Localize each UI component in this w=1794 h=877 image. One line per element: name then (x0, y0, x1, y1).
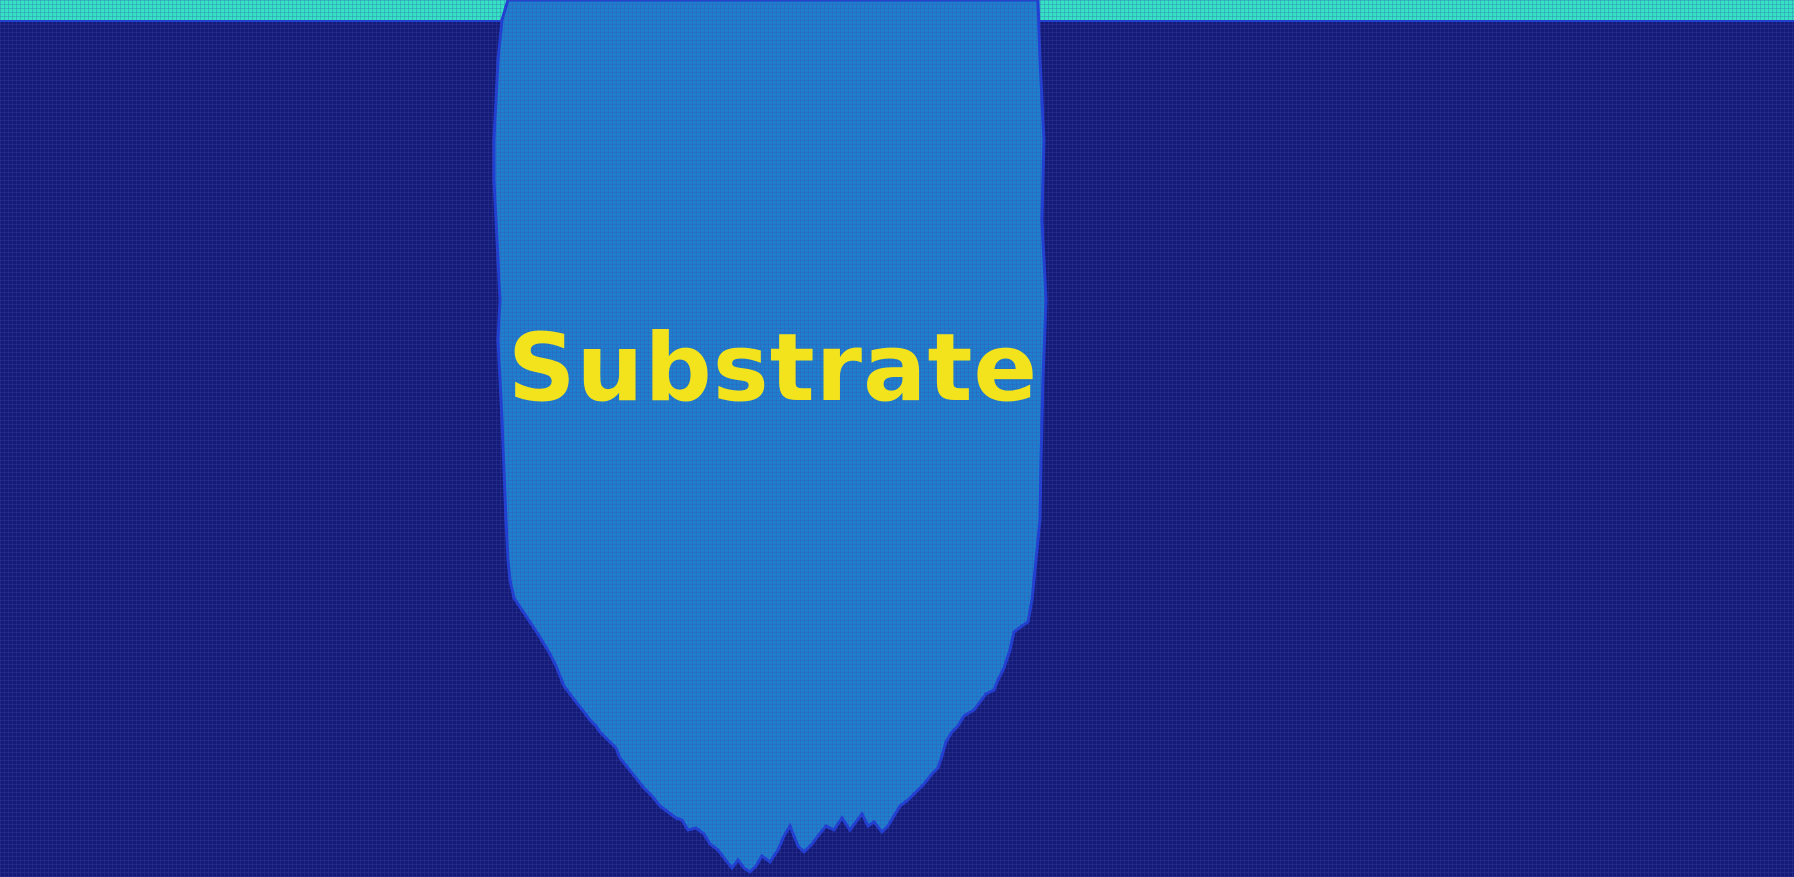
substrate-label: Substrate (508, 314, 1038, 423)
